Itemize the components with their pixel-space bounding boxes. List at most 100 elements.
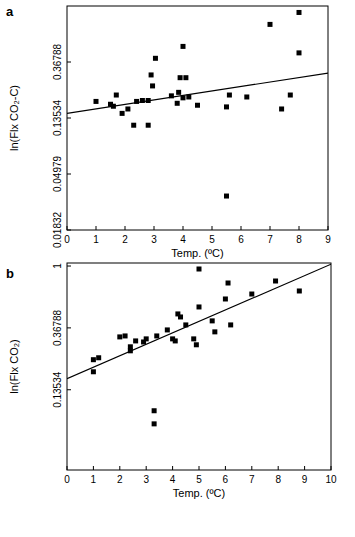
scatter-point bbox=[195, 103, 200, 108]
x-tick-label: 6 bbox=[238, 234, 244, 245]
scatter-point bbox=[297, 50, 302, 55]
panel: 01234567890.018320.049790.135340.36788Te… bbox=[6, 4, 331, 259]
y-tick bbox=[67, 230, 71, 231]
scatter-point bbox=[297, 10, 302, 15]
scatter-point bbox=[91, 369, 96, 374]
scatter-point bbox=[197, 304, 202, 309]
scatter-point bbox=[91, 357, 96, 362]
scatter-point bbox=[133, 338, 138, 343]
plot-data bbox=[67, 264, 331, 426]
scatter-point bbox=[175, 101, 180, 106]
scatter-point bbox=[96, 355, 101, 360]
y-tick-label: 0.36788 bbox=[52, 43, 63, 80]
x-tick-label: 10 bbox=[325, 474, 337, 485]
y-tick bbox=[67, 62, 71, 63]
scatter-point bbox=[273, 279, 278, 284]
scatter-point bbox=[212, 329, 217, 334]
scatter-point bbox=[94, 99, 99, 104]
scatter-point bbox=[191, 336, 196, 341]
scatter-point bbox=[227, 93, 232, 98]
y-axis-title: ln(Flx CO₂) bbox=[8, 339, 20, 393]
x-tick bbox=[225, 466, 226, 470]
x-tick-label: 8 bbox=[275, 474, 281, 485]
y-axis-title: ln(Flx CO₂-C) bbox=[8, 85, 20, 151]
y-tick-label: 0.13534 bbox=[52, 371, 63, 408]
x-tick-label: 5 bbox=[209, 234, 215, 245]
scatter-point bbox=[176, 90, 181, 95]
x-tick bbox=[331, 466, 332, 470]
scatter-point bbox=[173, 338, 178, 343]
x-tick bbox=[96, 226, 97, 230]
x-tick bbox=[67, 466, 68, 470]
x-tick-label: 3 bbox=[143, 474, 149, 485]
scatter-point bbox=[120, 111, 125, 116]
y-tick-label: 0.36788 bbox=[52, 309, 63, 346]
x-tick-label: 0 bbox=[64, 474, 70, 485]
scatter-point bbox=[123, 333, 128, 338]
scatter-point bbox=[152, 408, 157, 413]
x-tick bbox=[93, 466, 94, 470]
regression-line bbox=[67, 264, 331, 378]
scatter-point bbox=[125, 106, 130, 111]
scatter-point bbox=[150, 83, 155, 88]
scatter-point bbox=[224, 194, 229, 199]
scatter-point bbox=[244, 94, 249, 99]
x-tick bbox=[328, 226, 329, 230]
x-tick-label: 9 bbox=[325, 234, 331, 245]
scatter-point bbox=[228, 322, 233, 327]
panel-label: a bbox=[6, 4, 14, 19]
panel: 0 1 2 3 4 5 6 7 8 9 10 0.13534 0.36788 1 Temp. (ºC) ln(… bbox=[6, 263, 337, 499]
x-tick bbox=[241, 226, 242, 230]
x-tick-label: 6 bbox=[223, 474, 229, 485]
y-tick bbox=[67, 266, 71, 267]
x-tick bbox=[212, 226, 213, 230]
scatter-point bbox=[154, 333, 159, 338]
scatter-point bbox=[131, 123, 136, 128]
scatter-point bbox=[153, 56, 158, 61]
y-tick-label: 1 bbox=[52, 263, 63, 269]
x-tick-label: 2 bbox=[117, 474, 123, 485]
scatter-point bbox=[114, 93, 119, 98]
x-tick-label: 4 bbox=[170, 474, 176, 485]
scatter-point bbox=[297, 288, 302, 293]
scatter-point bbox=[178, 75, 183, 80]
x-tick bbox=[146, 466, 147, 470]
scatter-point bbox=[249, 292, 254, 297]
scatter-point bbox=[268, 22, 273, 27]
scatter-point bbox=[194, 342, 199, 347]
plot-frame bbox=[67, 263, 331, 470]
x-tick-label: 0 bbox=[64, 234, 70, 245]
x-tick-label: 4 bbox=[180, 234, 186, 245]
x-tick bbox=[154, 226, 155, 230]
x-tick bbox=[304, 466, 305, 470]
x-tick bbox=[172, 466, 173, 470]
x-tick bbox=[278, 466, 279, 470]
x-axis-title: Temp. (ºC) bbox=[173, 487, 225, 499]
scatter-point bbox=[165, 327, 170, 332]
scatter-point bbox=[223, 296, 228, 301]
scatter-point bbox=[224, 104, 229, 109]
x-tick bbox=[199, 466, 200, 470]
x-tick-label: 9 bbox=[302, 474, 308, 485]
plot-frame bbox=[67, 6, 328, 230]
x-tick-label: 1 bbox=[91, 474, 97, 485]
x-tick bbox=[119, 466, 120, 470]
x-tick-label: 5 bbox=[196, 474, 202, 485]
y-tick bbox=[67, 389, 71, 390]
y-tick-label: 0.01832 bbox=[52, 211, 63, 248]
scatter-point bbox=[146, 123, 151, 128]
x-axis-title: Temp. (ºC) bbox=[171, 247, 223, 259]
x-tick-label: 7 bbox=[249, 474, 255, 485]
plot-data bbox=[67, 10, 328, 199]
scatter-point bbox=[183, 75, 188, 80]
scatter-point bbox=[149, 72, 154, 77]
scatter-point bbox=[181, 44, 186, 49]
scatter-point bbox=[152, 421, 157, 426]
x-tick bbox=[299, 226, 300, 230]
scatter-point bbox=[210, 318, 215, 323]
regression-line bbox=[67, 73, 328, 113]
x-tick-label: 8 bbox=[296, 234, 302, 245]
figure: 01234567890.018320.049790.135340.36788Te… bbox=[0, 0, 355, 537]
x-tick-label: 3 bbox=[151, 234, 157, 245]
scatter-point bbox=[117, 334, 122, 339]
